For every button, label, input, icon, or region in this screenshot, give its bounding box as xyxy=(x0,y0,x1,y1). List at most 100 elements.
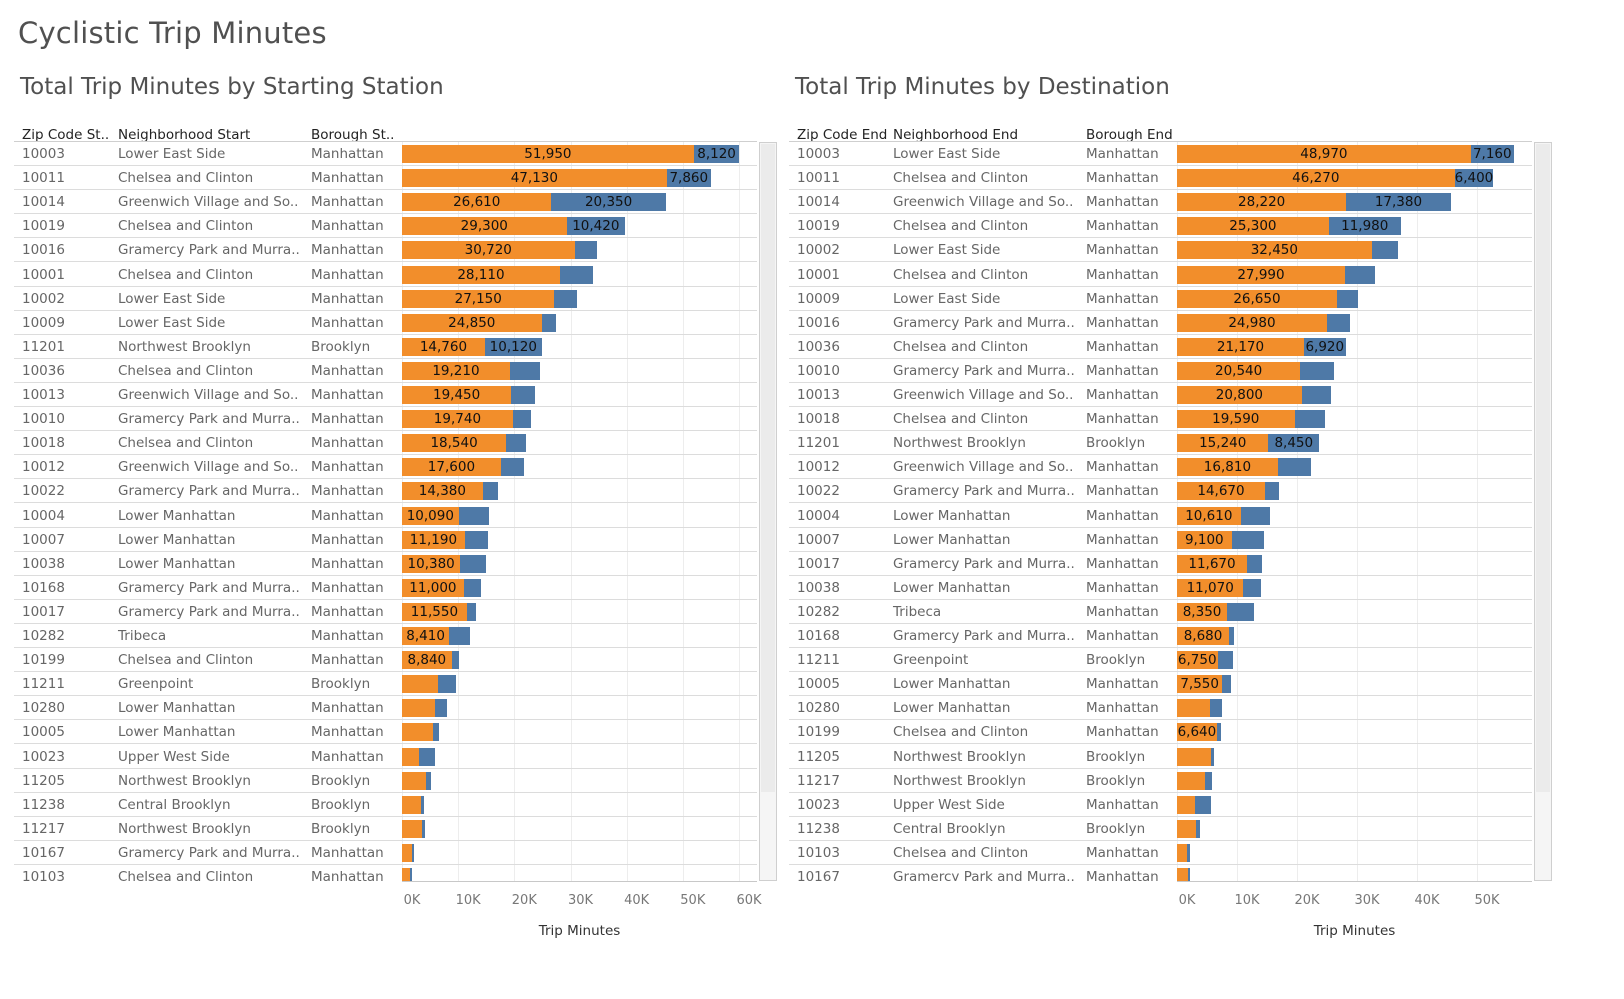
bar-segment-blue[interactable] xyxy=(500,458,525,477)
bar-segment-blue[interactable] xyxy=(1196,819,1200,838)
bar-segment-blue[interactable] xyxy=(511,386,535,404)
bar-segment-blue[interactable] xyxy=(693,145,740,163)
table-row[interactable]: 10103 Chelsea and Clinton Manhattan xyxy=(14,865,757,881)
bar-segment-orange[interactable] xyxy=(402,530,465,549)
bar-segment-orange[interactable] xyxy=(402,675,438,694)
bar-segment-blue[interactable] xyxy=(1454,169,1493,188)
table-row[interactable]: 10019 Chelsea and Clinton Manhattan 25,300 1… xyxy=(789,214,1532,239)
bar-segment-orange[interactable] xyxy=(1177,602,1228,621)
bar-segment-blue[interactable] xyxy=(1222,675,1232,694)
bar-segment-blue[interactable] xyxy=(1265,482,1279,501)
bar-segment-blue[interactable] xyxy=(1217,651,1233,670)
bar-segment-orange[interactable] xyxy=(402,169,667,188)
bar-segment-blue[interactable] xyxy=(1229,627,1235,645)
bar-segment-orange[interactable] xyxy=(1177,843,1187,862)
bar-segment-orange[interactable] xyxy=(1177,169,1455,188)
bar-segment-blue[interactable] xyxy=(1344,265,1375,284)
bar-segment-orange[interactable] xyxy=(402,410,513,429)
table-row[interactable]: 10011 Chelsea and Clinton Manhattan 47,130 7… xyxy=(14,166,757,191)
table-row[interactable]: 10023 Upper West Side Manhattan xyxy=(789,793,1532,817)
table-row[interactable]: 10038 Lower Manhattan Manhattan 11,070 xyxy=(789,576,1532,600)
bar-segment-orange[interactable] xyxy=(402,578,464,597)
bar-segment-orange[interactable] xyxy=(402,289,555,308)
bar-segment-blue[interactable] xyxy=(551,193,666,212)
bar-segment-orange[interactable] xyxy=(402,819,423,838)
bar-segment-blue[interactable] xyxy=(1300,361,1334,380)
table-row[interactable]: 10023 Upper West Side Manhattan xyxy=(14,745,757,769)
bar-segment-orange[interactable] xyxy=(402,771,426,790)
table-row[interactable]: 10011 Chelsea and Clinton Manhattan 46,270 6… xyxy=(789,166,1532,191)
table-row[interactable]: 10199 Chelsea and Clinton Manhattan 6,640 xyxy=(789,720,1532,745)
bar-segment-orange[interactable] xyxy=(402,145,694,163)
bar-segment-blue[interactable] xyxy=(419,747,436,766)
bar-segment-blue[interactable] xyxy=(433,723,439,742)
bar-segment-blue[interactable] xyxy=(449,627,471,645)
bar-segment-orange[interactable] xyxy=(1177,434,1269,453)
bar-segment-blue[interactable] xyxy=(666,169,711,188)
bar-segment-blue[interactable] xyxy=(1336,289,1359,308)
table-row[interactable]: 10199 Chelsea and Clinton Manhattan 8,840 xyxy=(14,648,757,673)
bar-segment-orange[interactable] xyxy=(1177,145,1471,163)
bar-segment-orange[interactable] xyxy=(402,482,483,501)
bar-segment-orange[interactable] xyxy=(402,265,560,284)
table-row[interactable]: 10005 Lower Manhattan Manhattan xyxy=(14,720,757,745)
scrollbar-thumb[interactable] xyxy=(761,144,775,792)
bar-segment-orange[interactable] xyxy=(1177,578,1244,597)
bar-segment-blue[interactable] xyxy=(421,795,424,814)
bar-segment-blue[interactable] xyxy=(466,602,476,621)
bar-segment-orange[interactable] xyxy=(402,386,512,404)
bar-segment-blue[interactable] xyxy=(559,265,593,284)
bar-segment-blue[interactable] xyxy=(458,506,489,525)
bar-segment-orange[interactable] xyxy=(402,602,467,621)
table-row[interactable]: 11205 Northwest Brooklyn Brooklyn xyxy=(789,745,1532,769)
bar-segment-blue[interactable] xyxy=(1243,578,1262,597)
table-row[interactable]: 10003 Lower East Side Manhattan 48,970 7,160 xyxy=(789,142,1532,167)
bar-segment-orange[interactable] xyxy=(1177,386,1302,404)
table-row[interactable]: 10167 Gramercy Park and Murra.. Manhattan xyxy=(789,865,1532,881)
bar-segment-blue[interactable] xyxy=(1240,506,1271,525)
bar-segment-orange[interactable] xyxy=(1177,506,1241,525)
table-row[interactable]: 10018 Chelsea and Clinton Manhattan 18,540 xyxy=(14,431,757,456)
bar-segment-orange[interactable] xyxy=(402,337,485,356)
bar-segment-blue[interactable] xyxy=(1294,410,1325,429)
bar-segment-blue[interactable] xyxy=(412,843,415,862)
bar-segment-orange[interactable] xyxy=(1177,482,1266,501)
bar-segment-blue[interactable] xyxy=(482,482,499,501)
bar-segment-blue[interactable] xyxy=(484,337,542,356)
bar-segment-blue[interactable] xyxy=(451,651,459,670)
table-row[interactable]: 11238 Central Brooklyn Brooklyn xyxy=(14,793,757,817)
bar-segment-orange[interactable] xyxy=(402,361,510,380)
bar-segment-orange[interactable] xyxy=(402,868,411,881)
bar-segment-blue[interactable] xyxy=(1186,843,1191,862)
table-row[interactable]: 10016 Gramercy Park and Murra.. Manhattan 2… xyxy=(789,311,1532,335)
bar-segment-orange[interactable] xyxy=(1177,699,1210,718)
table-row[interactable]: 10019 Chelsea and Clinton Manhattan 29,300 1… xyxy=(14,214,757,239)
bar-segment-orange[interactable] xyxy=(1177,313,1327,332)
bar-segment-orange[interactable] xyxy=(1177,530,1232,549)
bar-segment-orange[interactable] xyxy=(1177,361,1301,380)
bar-segment-blue[interactable] xyxy=(1210,699,1222,718)
table-row[interactable]: 10016 Gramercy Park and Murra.. Manhattan 3… xyxy=(14,238,757,263)
table-row[interactable]: 10167 Gramercy Park and Murra.. Manhattan xyxy=(14,841,757,865)
bar-segment-blue[interactable] xyxy=(506,434,527,453)
bar-segment-blue[interactable] xyxy=(460,554,487,573)
bar-segment-blue[interactable] xyxy=(1301,386,1331,404)
bar-segment-orange[interactable] xyxy=(402,241,575,260)
bar-segment-orange[interactable] xyxy=(402,795,422,814)
table-row[interactable]: 10282 Tribeca Manhattan 8,410 xyxy=(14,624,757,649)
bar-segment-blue[interactable] xyxy=(1268,434,1320,453)
bar-segment-orange[interactable] xyxy=(1177,289,1337,308)
table-row[interactable]: 10168 Gramercy Park and Murra.. Manhattan 8… xyxy=(789,624,1532,649)
bar-segment-blue[interactable] xyxy=(566,217,626,236)
bar-segment-orange[interactable] xyxy=(1177,819,1197,838)
table-row[interactable]: 11217 Northwest Brooklyn Brooklyn xyxy=(789,769,1532,793)
table-row[interactable]: 10010 Gramercy Park and Murra.. Manhattan 2… xyxy=(789,359,1532,383)
bar-segment-orange[interactable] xyxy=(402,217,567,236)
bar-segment-blue[interactable] xyxy=(463,578,481,597)
table-row[interactable]: 10018 Chelsea and Clinton Manhattan 19,590 xyxy=(789,407,1532,432)
bar-segment-orange[interactable] xyxy=(1177,217,1329,236)
bar-segment-blue[interactable] xyxy=(435,699,448,718)
bar-segment-blue[interactable] xyxy=(1247,554,1263,573)
bar-segment-orange[interactable] xyxy=(1177,627,1230,645)
bar-segment-blue[interactable] xyxy=(1216,723,1222,742)
